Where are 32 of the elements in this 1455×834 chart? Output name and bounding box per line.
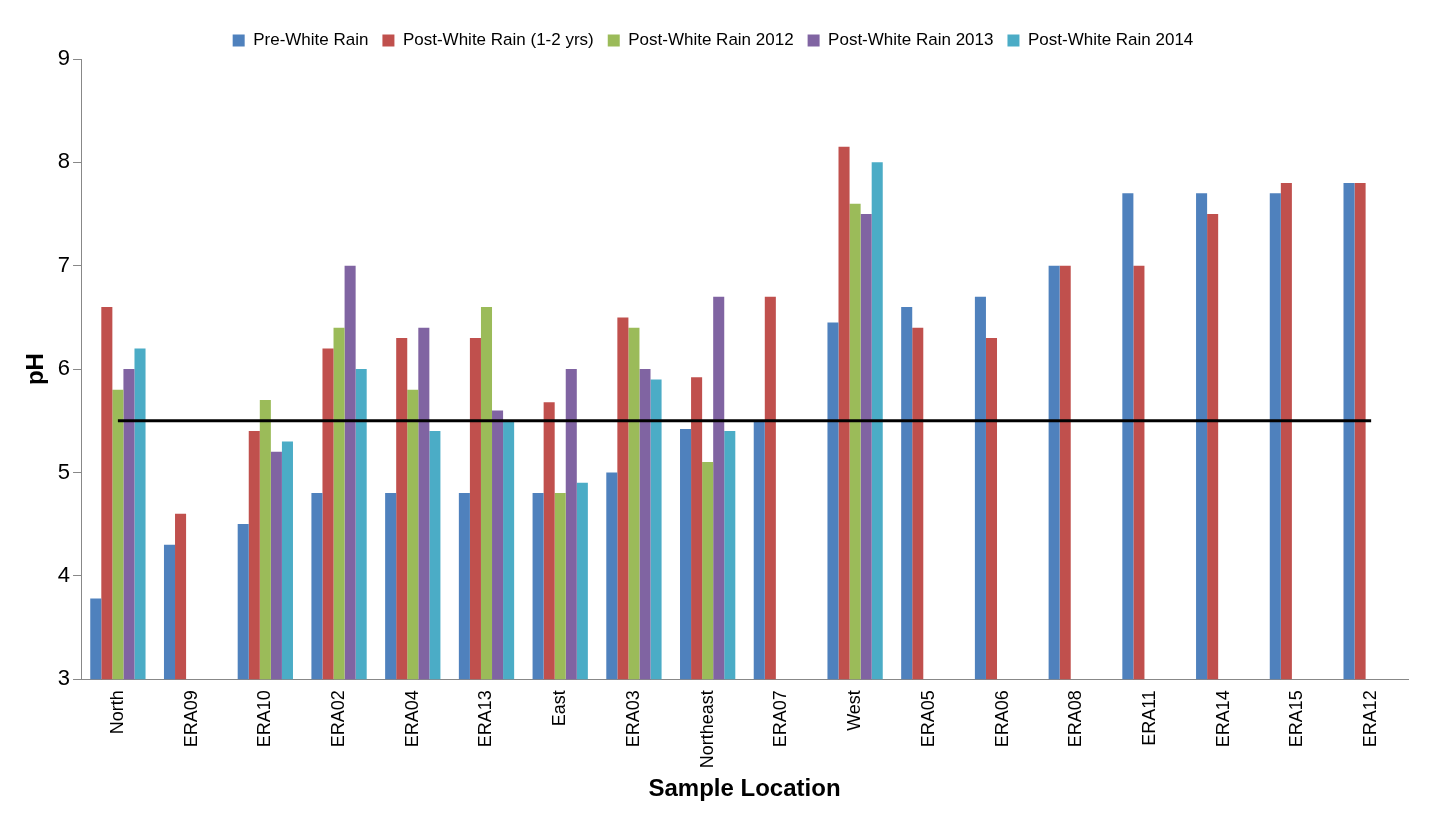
x-tick-label: ERA02 xyxy=(328,690,349,748)
y-tick-label: 3 xyxy=(57,665,71,691)
x-tick-label: ERA10 xyxy=(254,690,275,748)
legend-label: Pre-White Rain xyxy=(253,30,369,50)
y-axis-title: pH xyxy=(21,353,49,386)
x-tick-label: ERA12 xyxy=(1360,690,1381,748)
x-tick-label: West xyxy=(844,690,865,731)
x-tick-label: ERA07 xyxy=(770,690,791,748)
x-tick-label: Northeast xyxy=(696,690,717,769)
legend-label: Post-White Rain (1-2 yrs) xyxy=(402,30,594,50)
x-tick-label: ERA09 xyxy=(180,690,201,748)
x-tick-label: ERA06 xyxy=(991,690,1012,748)
y-tick-label: 9 xyxy=(57,45,71,71)
x-tick-label: ERA08 xyxy=(1065,690,1086,748)
legend-label: Post-White Rain 2014 xyxy=(1027,30,1194,50)
x-tick-label: ERA15 xyxy=(1286,690,1307,748)
y-tick-label: 7 xyxy=(57,251,71,277)
x-tick-label: North xyxy=(106,690,127,735)
y-tick-label: 8 xyxy=(57,148,71,174)
x-tick-label: ERA05 xyxy=(917,690,938,748)
x-tick-label: ERA11 xyxy=(1138,690,1159,746)
x-tick-label: East xyxy=(549,690,570,727)
y-tick-label: 6 xyxy=(57,355,71,381)
x-tick-label: ERA14 xyxy=(1212,690,1233,748)
x-tick-label: ERA13 xyxy=(475,690,496,748)
x-axis-title: Sample Location xyxy=(648,774,841,802)
legend-label: Post-White Rain 2012 xyxy=(628,30,794,50)
x-tick-label: ERA04 xyxy=(401,690,422,748)
y-tick-label: 5 xyxy=(57,458,71,484)
legend-label: Post-White Rain 2013 xyxy=(828,30,994,50)
y-tick-label: 4 xyxy=(57,561,71,587)
x-tick-label: ERA03 xyxy=(622,690,643,748)
